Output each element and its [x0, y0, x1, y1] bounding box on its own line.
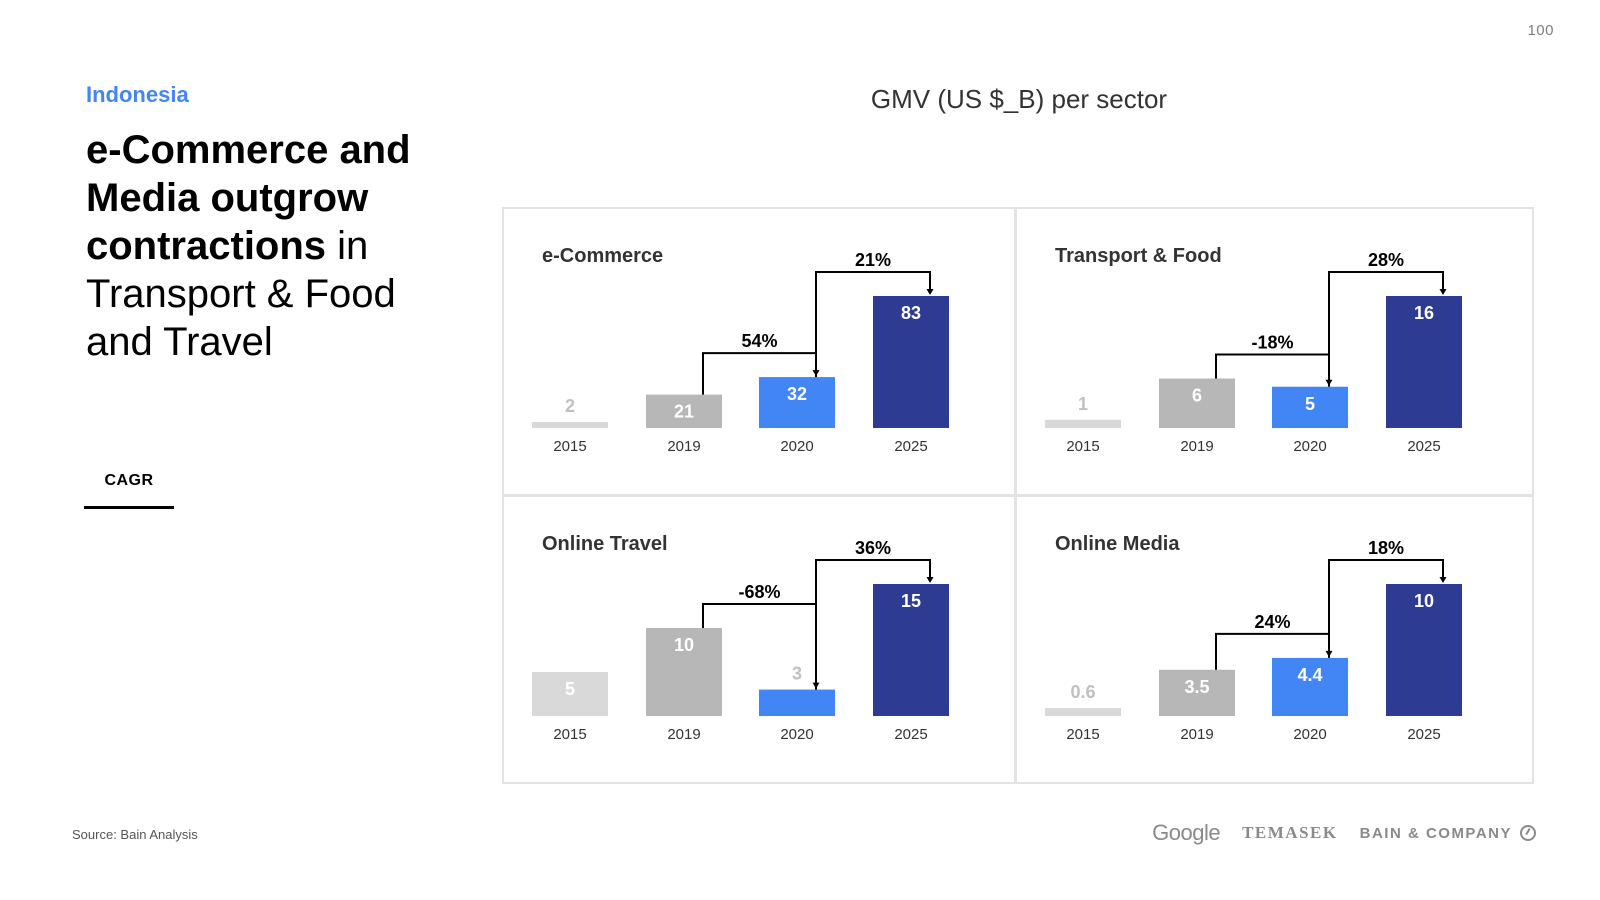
- value-label-2025: 83: [901, 303, 921, 323]
- category-label: 2025: [894, 726, 927, 743]
- value-label-2019: 10: [674, 635, 694, 655]
- panel-chart: 2 2015 21 2019 32 2020 83 2025 54% 21%: [532, 250, 949, 455]
- bar-2019: [1159, 378, 1235, 428]
- cagr-connector: [1328, 559, 1444, 658]
- cagr-label: 36%: [855, 538, 891, 558]
- bain-logo: BAIN & COMPANY: [1359, 824, 1512, 842]
- bar-2020: [1272, 657, 1348, 716]
- value-label-2020: 4.4: [1297, 665, 1322, 685]
- panel-e-commerce: e-Commerce 2 2015 21 2019 32 2020 83 2025 54% 21%: [504, 209, 1016, 495]
- bar-2019: [646, 628, 722, 716]
- category-label: 2019: [667, 438, 700, 455]
- value-label-2020: 32: [787, 384, 807, 404]
- cagr-label: -68%: [738, 582, 780, 602]
- value-label-2020: 5: [1305, 394, 1315, 414]
- bar-2025: [1386, 296, 1462, 428]
- source-note: Source: Bain Analysis: [72, 827, 198, 842]
- category-label: 2020: [1293, 726, 1326, 743]
- panel-online-travel: Online Travel 5 2015 10 2019 3 2020 15 2025 -68%…: [504, 497, 1016, 783]
- value-label-2020: 3: [792, 664, 802, 684]
- cagr-connector: [815, 271, 931, 378]
- panel-online-media: Online Media 0.6 2015 3.5 2019 4.4 2020 10 2025…: [1017, 497, 1529, 783]
- panel-title: Online Media: [1055, 533, 1180, 555]
- partner-logos: Google TEMASEK BAIN & COMPANY: [1152, 820, 1536, 846]
- panel-chart: 1 2015 6 2019 5 2020 16 2025 -18% 28%: [1045, 250, 1462, 455]
- cagr-arrowhead-icon: [926, 577, 934, 583]
- category-label: 2025: [894, 438, 927, 455]
- value-label-2019: 6: [1192, 386, 1202, 406]
- value-label-2015: 0.6: [1070, 682, 1095, 702]
- panel-chart: 5 2015 10 2019 3 2020 15 2025 -68% 36%: [532, 538, 949, 743]
- cagr-label: 54%: [741, 331, 777, 351]
- bar-2015: [532, 422, 608, 428]
- bar-2019: [1159, 669, 1235, 716]
- category-label: 2025: [1407, 726, 1440, 743]
- bar-2015: [532, 672, 608, 716]
- bar-2025: [1386, 584, 1462, 716]
- temasek-logo: TEMASEK: [1242, 823, 1338, 842]
- category-label: 2025: [1407, 438, 1440, 455]
- grid-divider-horizontal: [502, 494, 1534, 497]
- cagr-label: 21%: [855, 250, 891, 270]
- cagr-arrowhead-icon: [926, 289, 934, 295]
- bar-2025: [873, 296, 949, 428]
- cagr-arrowhead-icon: [1439, 289, 1447, 295]
- value-label-2025: 15: [901, 591, 921, 611]
- headline-bold: e-Commerce and Media outgrow contraction…: [86, 128, 411, 268]
- cagr-label: 18%: [1368, 538, 1404, 558]
- cagr-connector: [815, 559, 931, 690]
- category-label: 2020: [1293, 438, 1326, 455]
- page-number: 100: [1527, 22, 1554, 39]
- panel-title: e-Commerce: [542, 245, 664, 267]
- cagr-legend: CAGR: [84, 472, 174, 509]
- bar-2025: [873, 584, 949, 716]
- country-label: Indonesia: [86, 82, 189, 107]
- cagr-connector: [1215, 353, 1330, 381]
- bar-2015: [1045, 708, 1121, 716]
- cagr-label: 24%: [1254, 612, 1290, 632]
- page-headline: e-Commerce and Media outgrow contraction…: [86, 126, 466, 366]
- category-label: 2020: [780, 726, 813, 743]
- cagr-arrowhead-icon: [1439, 577, 1447, 583]
- category-label: 2019: [667, 726, 700, 743]
- cagr-legend-label: CAGR: [104, 472, 154, 489]
- chart-title: GMV (US $_B) per sector: [870, 84, 1168, 114]
- bain-mark-icon: [1520, 825, 1536, 841]
- bar-2020: [1272, 386, 1348, 428]
- panel-title: Transport & Food: [1055, 245, 1222, 267]
- bar-2020: [759, 689, 835, 716]
- value-label-2015: 1: [1078, 394, 1088, 414]
- panel-chart: 0.6 2015 3.5 2019 4.4 2020 10 2025 24% 18%: [1045, 538, 1462, 743]
- panel-title: Online Travel: [542, 533, 668, 555]
- category-label: 2015: [1066, 726, 1099, 743]
- category-label: 2019: [1180, 726, 1213, 743]
- google-logo: Google: [1152, 820, 1221, 845]
- category-label: 2020: [780, 438, 813, 455]
- category-label: 2019: [1180, 438, 1213, 455]
- cagr-label: -18%: [1251, 333, 1293, 353]
- value-label-2025: 16: [1414, 303, 1434, 323]
- value-label-2015: 2: [565, 396, 575, 416]
- bar-2019: [646, 394, 722, 428]
- bar-2015: [1045, 419, 1121, 428]
- headline-regular: in Transport & Food and Travel: [86, 224, 396, 364]
- value-label-2019: 21: [674, 402, 694, 422]
- cagr-connector: [1328, 271, 1444, 387]
- category-label: 2015: [553, 438, 586, 455]
- cagr-label: 28%: [1368, 250, 1404, 270]
- value-label-2025: 10: [1414, 591, 1434, 611]
- category-label: 2015: [553, 726, 586, 743]
- value-label-2015: 5: [565, 679, 575, 699]
- panel-transport-food: Transport & Food 1 2015 6 2019 5 2020 16 2025 -1…: [1017, 209, 1529, 495]
- value-label-2019: 3.5: [1184, 677, 1209, 697]
- bar-2020: [759, 377, 835, 428]
- category-label: 2015: [1066, 438, 1099, 455]
